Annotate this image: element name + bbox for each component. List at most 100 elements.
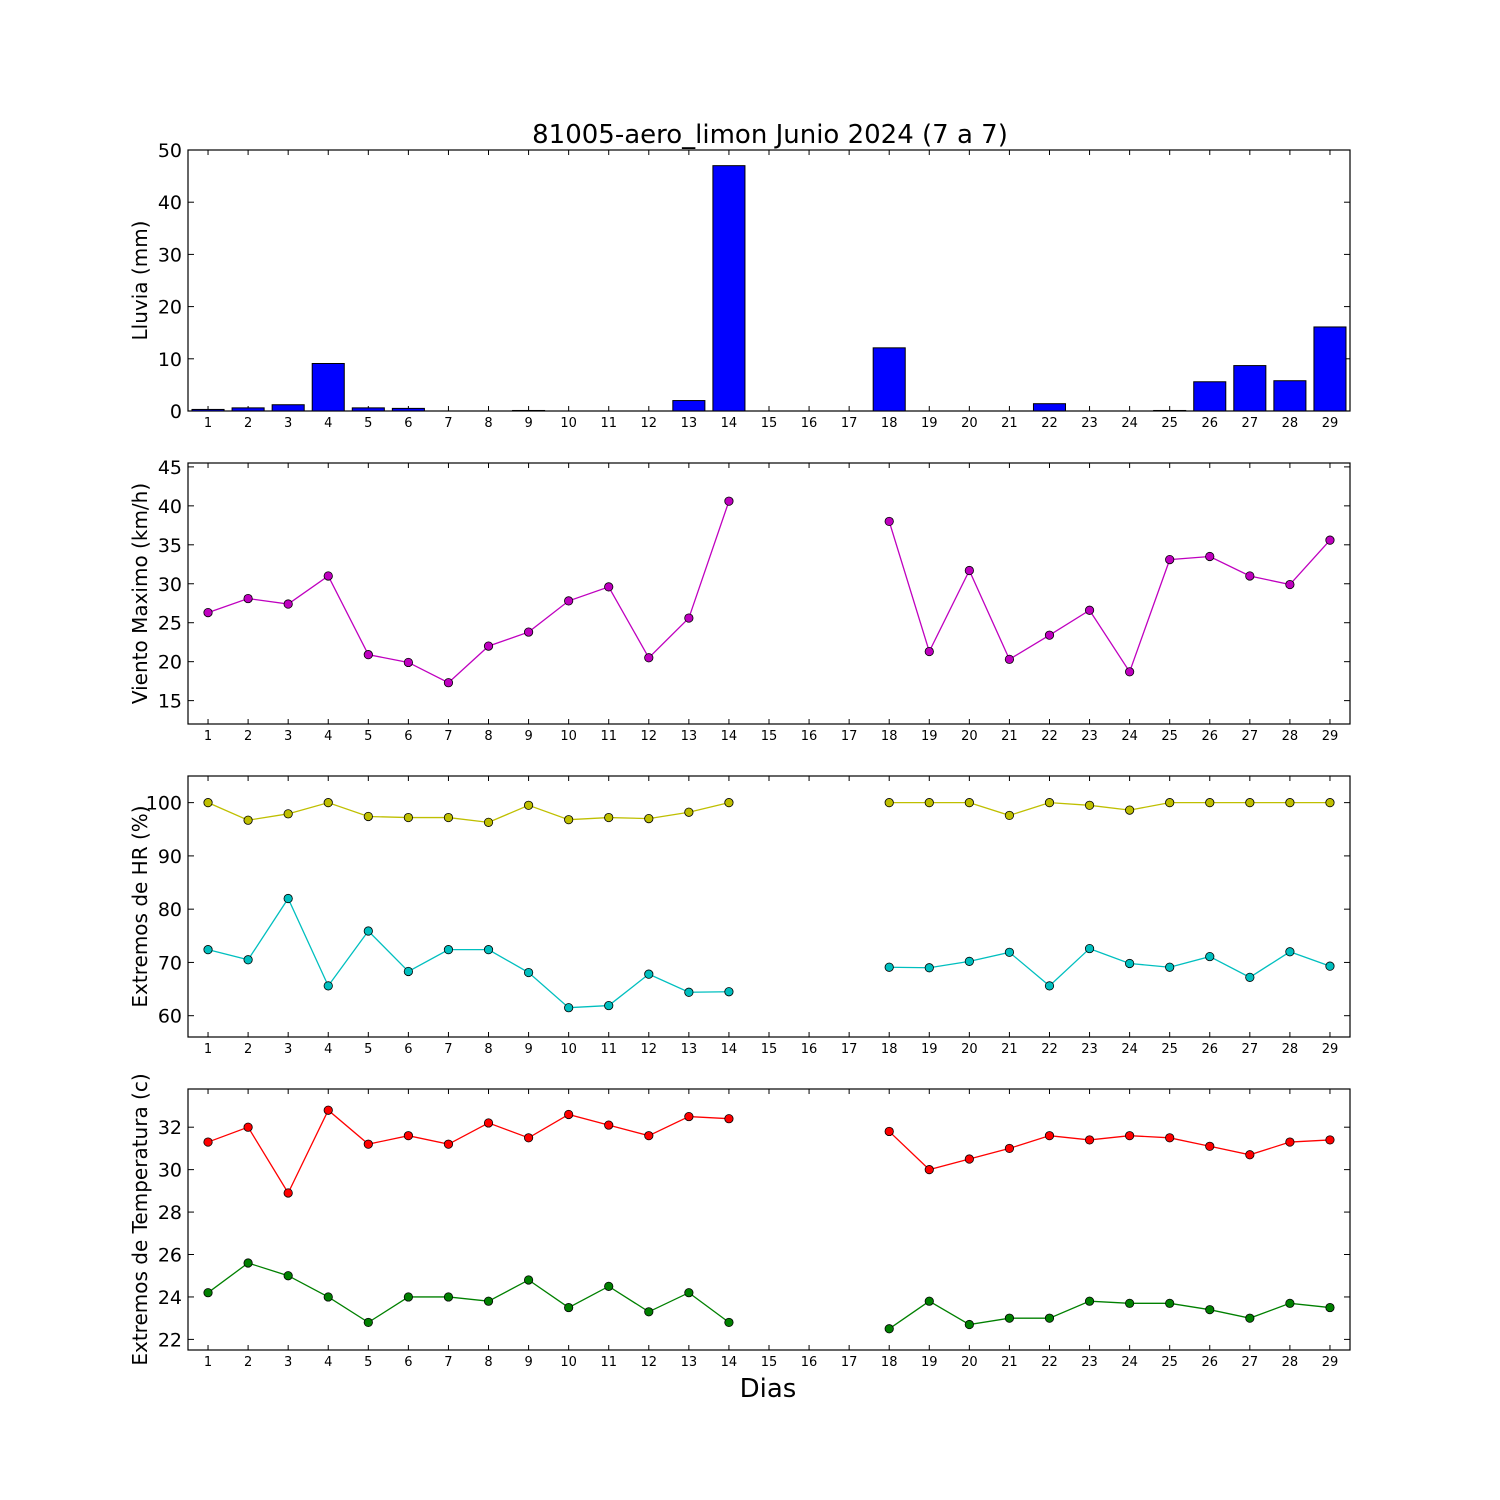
temperature-xtick-label: 23 xyxy=(1081,1355,1098,1370)
temperature-xtick-label: 11 xyxy=(600,1355,617,1370)
temperature-point xyxy=(1285,1298,1295,1308)
humidity-point xyxy=(363,926,373,936)
temperature-point xyxy=(483,1296,494,1306)
temperature-series-line xyxy=(207,1262,730,1324)
humidity-xtick-label: 21 xyxy=(1001,1042,1018,1057)
rain-bar xyxy=(712,165,746,412)
temperature-ytick-label: 32 xyxy=(158,1117,182,1139)
rain-xtick-label: 1 xyxy=(204,416,212,431)
temperature-point xyxy=(1125,1131,1135,1141)
temperature-xtick-label: 9 xyxy=(524,1355,532,1370)
humidity-ytick-label: 70 xyxy=(158,952,182,974)
wind-ytick-label: 30 xyxy=(158,574,182,596)
temperature-point xyxy=(604,1120,614,1130)
x-axis-label: Dias xyxy=(740,1374,797,1404)
humidity-y-axis-label: Extremos de HR (%) xyxy=(128,805,152,1007)
temperature-point xyxy=(924,1165,934,1175)
wind-xtick-label: 27 xyxy=(1242,729,1259,744)
temperature-point xyxy=(483,1118,494,1128)
temperature-point xyxy=(1205,1141,1215,1151)
temperature-point xyxy=(1165,1298,1175,1308)
humidity-ytick-label: 90 xyxy=(158,846,182,868)
humidity-point xyxy=(323,798,333,808)
wind-xtick-label: 11 xyxy=(600,729,617,744)
wind-xtick-label: 6 xyxy=(404,729,412,744)
rain-bar xyxy=(391,407,425,412)
temperature-point xyxy=(283,1271,293,1281)
wind-point xyxy=(523,627,534,637)
humidity-point xyxy=(1004,947,1015,957)
rain-bar xyxy=(512,409,546,412)
temperature-point xyxy=(644,1307,654,1317)
wind-xtick-label: 13 xyxy=(681,729,698,744)
humidity-point xyxy=(1004,810,1015,821)
humidity-point xyxy=(403,812,413,823)
rain-xtick-label: 23 xyxy=(1081,416,1098,431)
humidity-xtick-label: 7 xyxy=(444,1042,452,1057)
humidity-point xyxy=(1125,958,1135,969)
humidity-point xyxy=(684,807,694,817)
humidity-point xyxy=(283,893,293,904)
humidity-xtick-label: 18 xyxy=(881,1042,898,1057)
temperature-point xyxy=(1084,1135,1095,1145)
humidity-point xyxy=(884,798,894,808)
wind-point xyxy=(403,657,413,668)
wind-point xyxy=(1165,555,1175,565)
humidity-ytick-label: 80 xyxy=(158,899,182,921)
humidity-point xyxy=(1205,798,1215,808)
humidity-xtick-label: 2 xyxy=(244,1042,252,1057)
rain-xtick-label: 13 xyxy=(681,416,698,431)
wind-point xyxy=(1004,654,1015,664)
rain-ytick-label: 0 xyxy=(170,401,182,423)
temperature-point xyxy=(884,1126,894,1137)
wind-point xyxy=(1325,535,1335,545)
humidity-xtick-label: 10 xyxy=(560,1042,577,1057)
wind-point xyxy=(483,641,494,651)
temperature-xtick-label: 19 xyxy=(921,1355,938,1370)
humidity-point xyxy=(644,969,654,979)
humidity-xtick-label: 20 xyxy=(961,1042,978,1057)
wind-xtick-label: 10 xyxy=(560,729,577,744)
humidity-point xyxy=(1325,961,1335,971)
humidity-xtick-label: 23 xyxy=(1081,1042,1098,1057)
rain-ytick-label: 30 xyxy=(158,244,182,266)
temperature-point xyxy=(1165,1133,1175,1143)
temperature-point xyxy=(1205,1305,1215,1315)
temperature-point xyxy=(363,1139,373,1149)
temperature-xtick-label: 27 xyxy=(1242,1355,1259,1370)
wind-point xyxy=(924,646,934,657)
wind-ytick-label: 45 xyxy=(158,457,182,479)
humidity-point xyxy=(884,962,894,972)
rain-xtick-label: 22 xyxy=(1041,416,1058,431)
temperature-point xyxy=(924,1296,934,1306)
temperature-xtick-label: 22 xyxy=(1041,1355,1058,1370)
wind-point xyxy=(1125,667,1135,677)
humidity-xtick-label: 12 xyxy=(641,1042,658,1057)
humidity-point xyxy=(1044,981,1055,991)
wind-point xyxy=(243,593,253,604)
rain-xtick-label: 14 xyxy=(721,416,738,431)
wind-xtick-label: 23 xyxy=(1081,729,1098,744)
wind-xtick-label: 28 xyxy=(1282,729,1299,744)
wind-point xyxy=(964,565,974,576)
humidity-point xyxy=(1165,962,1175,972)
temperature-xtick-label: 1 xyxy=(204,1355,212,1370)
wind-xtick-label: 12 xyxy=(641,729,658,744)
temperature-point xyxy=(403,1292,413,1302)
temperature-point xyxy=(1325,1302,1335,1313)
temperature-point xyxy=(323,1292,333,1302)
temperature-xtick-label: 14 xyxy=(721,1355,738,1370)
wind-xtick-label: 25 xyxy=(1161,729,1178,744)
humidity-xtick-label: 8 xyxy=(484,1042,492,1057)
temperature-point xyxy=(243,1258,253,1268)
humidity-xtick-label: 6 xyxy=(404,1042,412,1057)
rain-xtick-label: 18 xyxy=(881,416,898,431)
humidity-point xyxy=(443,812,454,823)
temperature-xtick-label: 13 xyxy=(681,1355,698,1370)
wind-xtick-label: 2 xyxy=(244,729,252,744)
wind-ytick-label: 20 xyxy=(158,652,182,674)
rain-xtick-label: 24 xyxy=(1121,416,1138,431)
temperature-point xyxy=(443,1139,454,1149)
